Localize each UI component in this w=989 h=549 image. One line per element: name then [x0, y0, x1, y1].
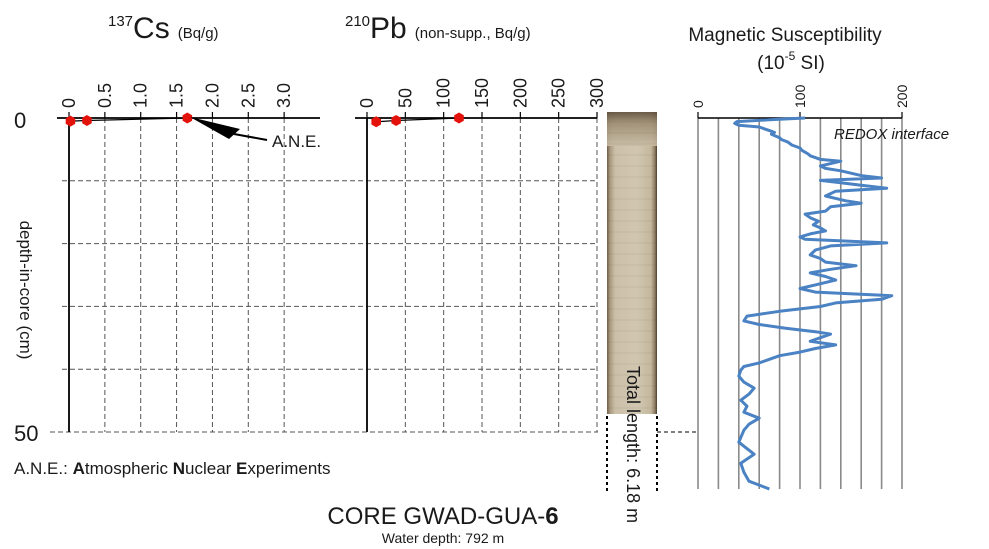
ane-label: A.N.E. — [272, 132, 321, 151]
mag-tick-label-0: 0 — [690, 100, 706, 108]
ane-arrow-tail — [233, 133, 268, 141]
pb-tick-label-5: 250 — [549, 78, 569, 108]
core-photo-laminations — [607, 112, 657, 414]
pb-plot: 0 50 100 150 200 250 300 — [355, 78, 607, 432]
pb-point-2 — [391, 115, 401, 126]
cs-title: 137Cs (Bq/g) — [108, 12, 219, 45]
mag-plot: 0 100 200 — [690, 84, 910, 491]
ane-legend-A-rest: tmospheric — [85, 459, 173, 478]
cs-title-unit: (Bq/g) — [178, 25, 219, 42]
cs-tick-label-4: 2.0 — [202, 83, 222, 108]
cs-tick-label-2: 1.0 — [131, 83, 151, 108]
depth-tick-0: 0 — [14, 108, 26, 133]
pb-tick-label-4: 200 — [510, 78, 530, 108]
core-photo-top — [607, 112, 657, 146]
cs-point-3 — [182, 112, 193, 124]
pb-tick-label-3: 150 — [472, 78, 492, 108]
cs-point-2 — [82, 115, 92, 126]
redox-label: REDOX interface — [834, 126, 949, 143]
core-name-prefix: CORE GWAD-GUA- — [327, 503, 545, 530]
ane-arrow-head — [190, 117, 240, 139]
water-depth: Water depth: 792 m — [382, 530, 504, 546]
ane-legend-N-rest: uclear — [185, 459, 236, 478]
cs-tick-label-1: 0.5 — [95, 83, 115, 108]
pb-point-3 — [454, 112, 464, 124]
ane-legend-E-rest: xperiments — [247, 459, 330, 478]
mag-tick-label-1: 100 — [792, 84, 808, 108]
mag-title-exp: -5 — [785, 49, 796, 63]
mag-series-line — [733, 116, 894, 491]
ane-legend-N: N — [173, 459, 185, 478]
mag-title-post: SI) — [795, 53, 825, 74]
pb-title-unit: (non-supp., Bq/g) — [415, 25, 531, 42]
cs-tick-label-0: 0 — [59, 98, 79, 108]
pb-tick-label-1: 50 — [395, 88, 415, 108]
mag-title-line2: (10-5 SI) — [757, 49, 825, 74]
ane-legend-key: A.N.E.: — [14, 459, 73, 478]
depth-gridlines — [50, 180, 598, 433]
cs-plot: 0 0.5 1.0 1.5 2.0 2.5 3.0 — [57, 83, 320, 432]
pb-title-mass: 210 — [345, 13, 370, 30]
core-name: CORE GWAD-GUA-6 — [327, 503, 558, 530]
cs-tick-label-6: 3.0 — [274, 83, 294, 108]
cs-point-1 — [65, 115, 76, 127]
core-name-number: 6 — [545, 503, 558, 530]
cs-title-mass: 137 — [108, 13, 133, 30]
cs-title-symbol: Cs — [133, 12, 170, 45]
mag-title-pre: (10 — [757, 53, 784, 74]
ane-legend-A: A — [73, 459, 85, 478]
mag-title-line1: Magnetic Susceptibility — [688, 25, 882, 46]
pb-point-1 — [371, 116, 381, 128]
pb-title: 210Pb (non-supp., Bq/g) — [345, 12, 531, 45]
ane-legend-E: E — [236, 459, 247, 478]
pb-title-symbol: Pb — [370, 12, 407, 45]
depth-tick-50: 50 — [14, 421, 38, 446]
cs-tick-label-3: 1.5 — [167, 83, 187, 108]
ane-legend: A.N.E.: Atmospheric Nuclear Experiments — [14, 459, 331, 478]
depth-axis-label: depth-in-core (cm) — [16, 221, 35, 360]
core-photo — [607, 112, 657, 414]
pb-tick-label-6: 300 — [587, 78, 607, 108]
cs-tick-label-5: 2.5 — [238, 83, 258, 108]
pb-tick-label-2: 100 — [434, 78, 454, 108]
total-length-label: Total length: 6.18 m — [623, 366, 643, 523]
pb-tick-label-0: 0 — [357, 98, 377, 108]
mag-tick-label-2: 200 — [894, 84, 910, 108]
